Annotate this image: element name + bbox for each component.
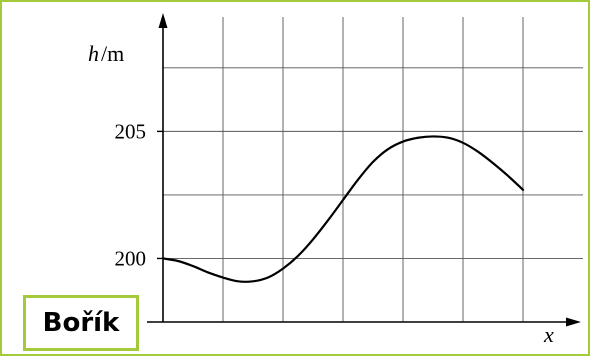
- x-axis-title: x: [543, 322, 554, 347]
- y-ticks: 200 205: [115, 119, 163, 270]
- y-axis-var: h: [88, 41, 99, 66]
- x-axis-arrow: [566, 317, 581, 327]
- y-axis-title: h /m: [88, 41, 124, 66]
- author-badge: Bořík: [23, 295, 139, 351]
- y-tick-label: 200: [115, 246, 147, 270]
- grid: [163, 17, 583, 322]
- axes: [147, 13, 581, 327]
- y-axis-arrow: [158, 13, 168, 28]
- y-axis-unit: /m: [101, 41, 124, 66]
- height-curve: [161, 135, 525, 283]
- y-tick-label: 205: [115, 119, 147, 143]
